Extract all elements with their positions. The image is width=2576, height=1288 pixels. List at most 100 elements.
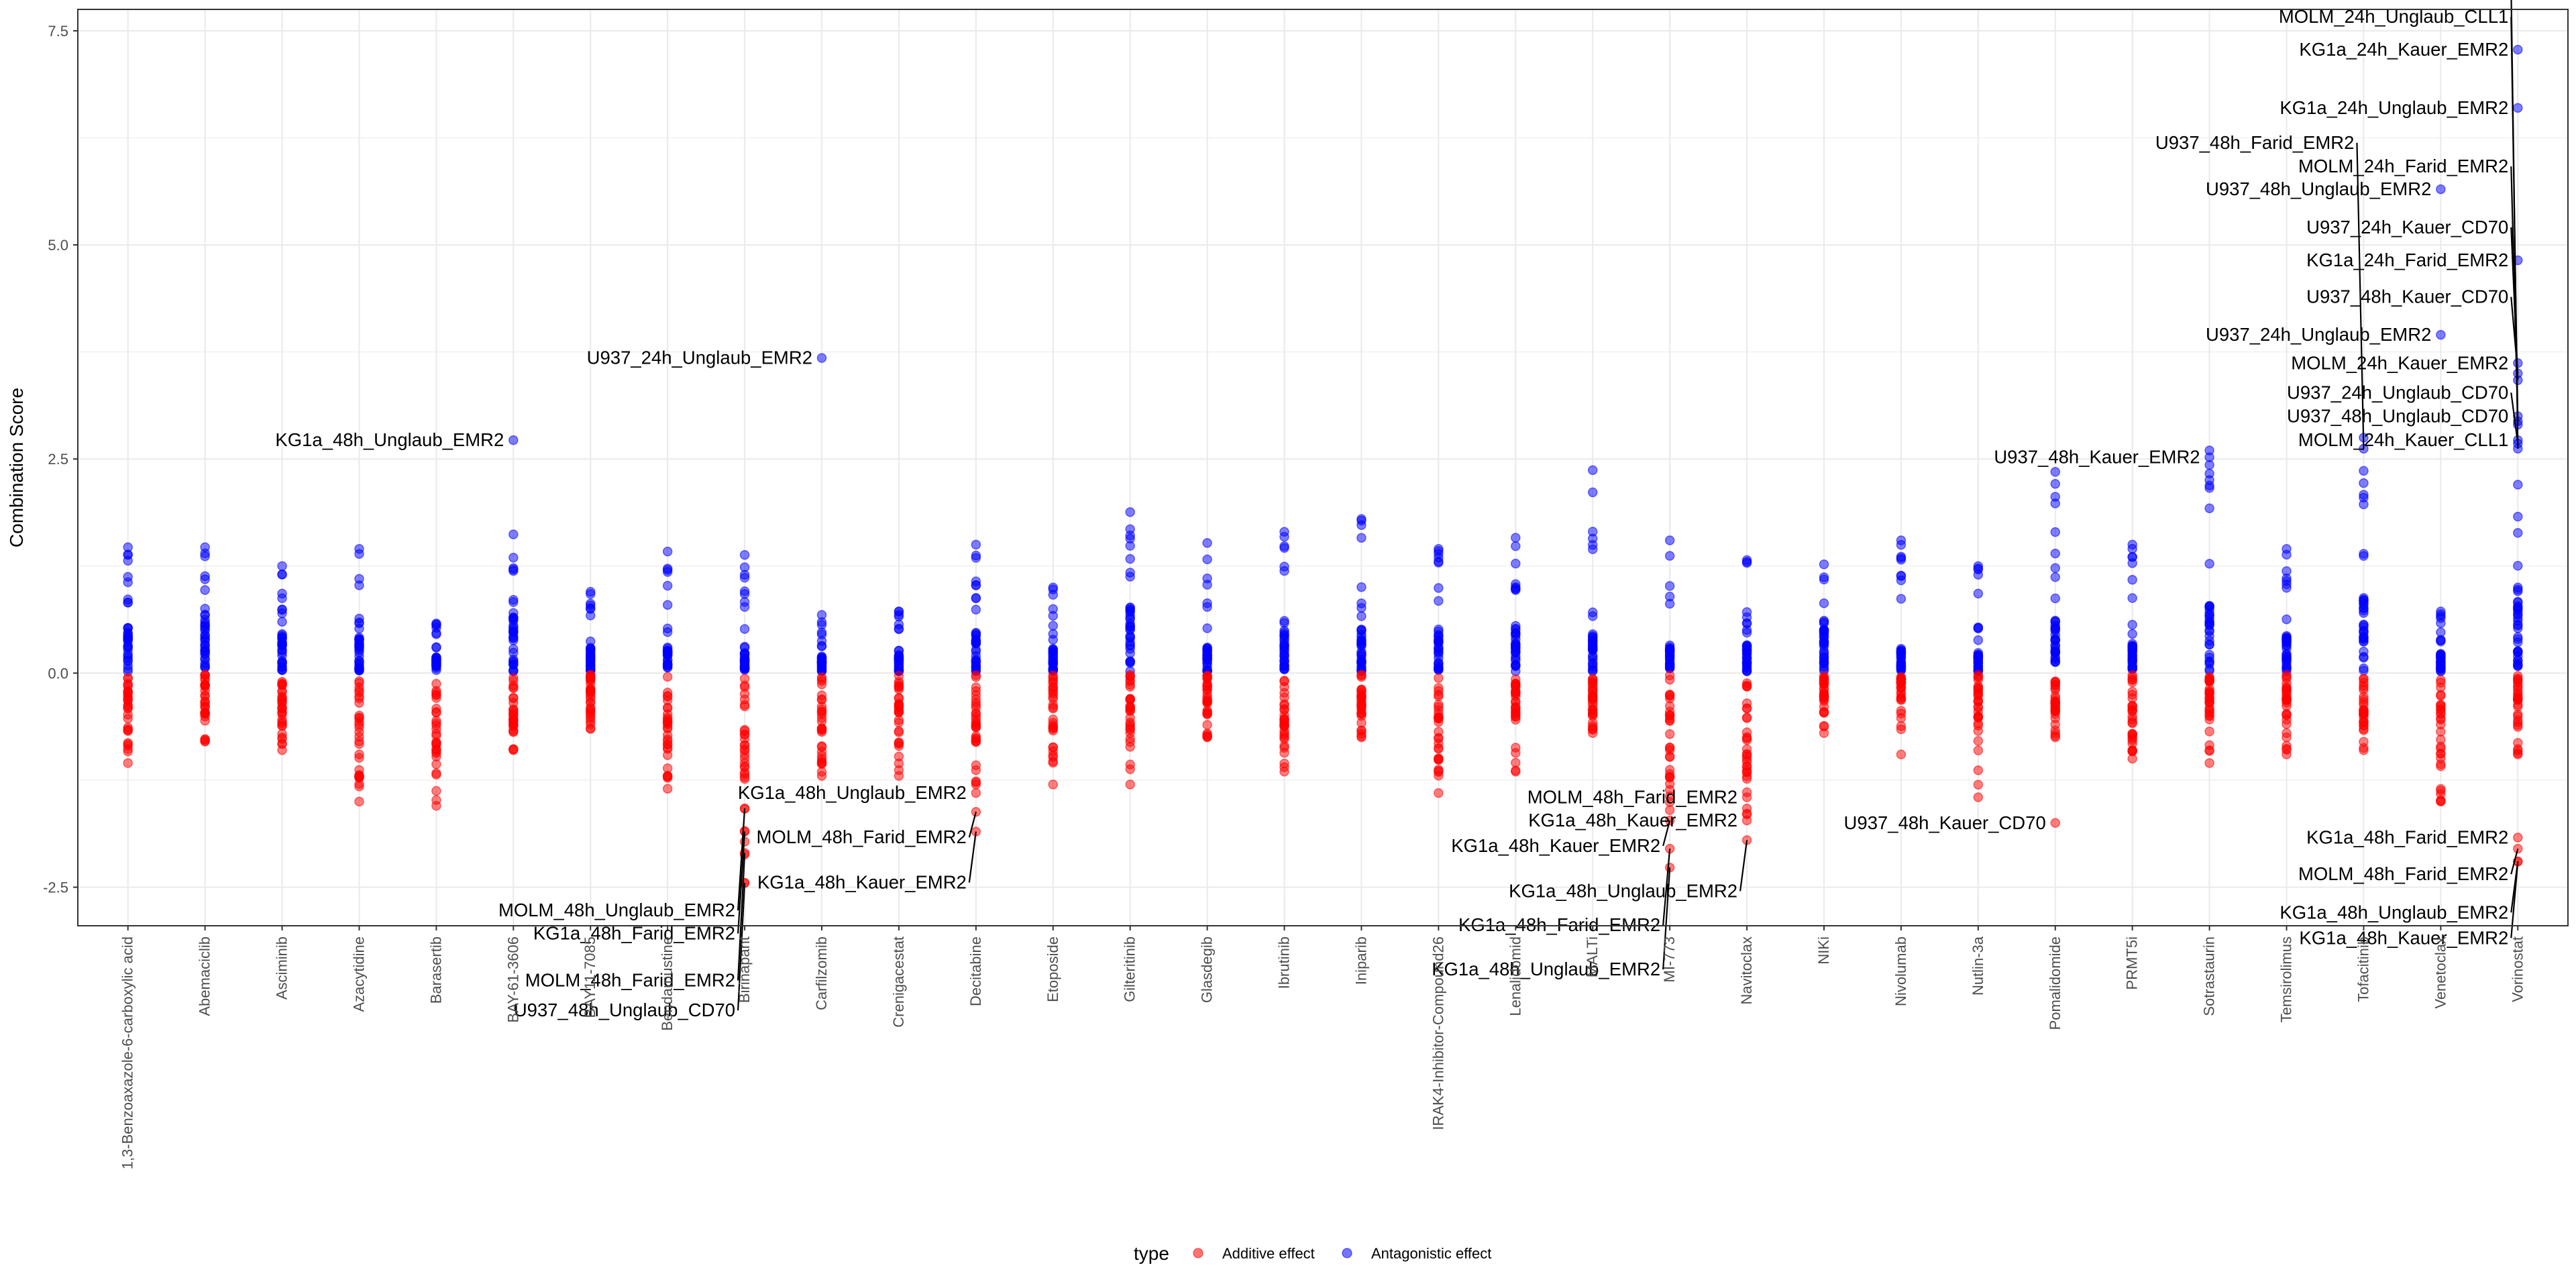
leader-line <box>737 808 746 911</box>
point-antagonistic <box>277 616 287 627</box>
point-antagonistic <box>2127 539 2137 550</box>
point-additive <box>1434 673 1444 683</box>
point-additive <box>277 696 287 707</box>
point-antagonistic <box>816 610 827 620</box>
point-antagonistic <box>2204 613 2214 624</box>
point-additive <box>739 680 750 691</box>
point-additive <box>2204 714 2214 724</box>
point-additive <box>1434 739 1444 749</box>
x-axis: 1,3-Benzoaxazole-6-carboxylic acid Abemac… <box>119 926 2526 1169</box>
point-antagonistic <box>123 660 133 671</box>
point-additive <box>1664 729 1675 739</box>
point-label: U937_48h_Farid_EMR2 <box>2155 132 2355 153</box>
point-antagonistic <box>200 636 210 646</box>
point-additive-labelled <box>1741 792 1752 802</box>
point-antagonistic <box>1896 594 1907 604</box>
point-antagonistic <box>123 577 133 588</box>
point-antagonistic <box>2050 647 2061 657</box>
point-additive <box>894 684 904 694</box>
point-antagonistic <box>2127 575 2137 585</box>
point-label: U937_48h_Kauer_EMR2 <box>1994 447 2200 468</box>
point-antagonistic <box>1125 531 1135 541</box>
point-antagonistic <box>200 624 210 634</box>
point-antagonistic <box>2359 478 2369 488</box>
label-leader-lines <box>737 0 2519 1011</box>
point-additive <box>200 716 210 726</box>
point-antagonistic <box>1125 507 1135 517</box>
x-tick-label: Lenalidomid <box>1507 936 1523 1016</box>
point-antagonistic <box>2359 647 2369 657</box>
x-tick-label: Abemaciclib <box>197 936 213 1016</box>
point-antagonistic <box>739 589 750 599</box>
point-antagonistic <box>1741 619 1752 629</box>
point-label: MOLM_24h_Farid_EMR2 <box>2298 156 2508 176</box>
point-additive <box>431 786 441 796</box>
point-label: KG1a_48h_Farid_EMR2 <box>1458 914 1660 935</box>
point-additive <box>1202 720 1212 730</box>
point-additive <box>508 710 519 720</box>
point-antagonistic <box>2359 665 2369 676</box>
point-additive <box>1048 780 1059 790</box>
point-antagonistic <box>277 608 287 619</box>
point-antagonistic <box>123 642 133 653</box>
point-additive <box>1202 692 1212 702</box>
point-antagonistic <box>1896 663 1907 674</box>
point-additive <box>354 779 364 789</box>
point-additive <box>662 672 673 682</box>
point-additive <box>2359 678 2369 688</box>
point-additive <box>1048 674 1059 684</box>
leader-line <box>2510 392 2519 444</box>
point-additive <box>971 672 981 682</box>
point-label: KG1a_48h_Kauer_EMR2 <box>1451 835 1660 856</box>
point-antagonistic <box>1973 588 1984 599</box>
point-additive <box>739 729 750 740</box>
point-additive <box>971 780 981 790</box>
point-antagonistic <box>894 655 904 665</box>
point-additive <box>1819 675 1829 686</box>
point-additive <box>1664 791 1675 802</box>
point-antagonistic <box>2204 639 2214 649</box>
leader-line <box>1662 867 1671 970</box>
point-additive <box>1434 767 1444 777</box>
point-antagonistic <box>662 546 673 557</box>
leader-line <box>1662 849 1671 926</box>
point-additive <box>2127 700 2137 711</box>
point-antagonistic-labelled <box>2513 44 2523 55</box>
point-antagonistic <box>431 643 441 653</box>
point-antagonistic-labelled <box>2436 329 2446 340</box>
point-additive <box>1434 755 1444 765</box>
point-additive <box>1434 727 1444 737</box>
point-antagonistic <box>2359 594 2369 605</box>
point-additive <box>1125 741 1135 752</box>
point-additive <box>123 725 133 735</box>
point-antagonistic <box>1664 535 1675 545</box>
point-additive <box>2436 796 2446 807</box>
point-antagonistic <box>1125 572 1135 582</box>
x-tick-label: Asciminib <box>274 936 290 1000</box>
point-antagonistic <box>2359 633 2369 644</box>
leader-line <box>1662 820 1671 847</box>
point-additive <box>2513 749 2523 759</box>
point-antagonistic <box>662 627 673 637</box>
point-additive <box>1741 732 1752 743</box>
point-additive <box>431 729 441 739</box>
point-antagonistic <box>1973 622 1984 633</box>
point-label: KG1a_48h_Farid_EMR2 <box>2306 827 2508 848</box>
point-label: U937_24h_Kauer_CD70 <box>2306 217 2508 237</box>
point-additive <box>2282 749 2292 759</box>
point-additive <box>1741 761 1752 771</box>
legend: type Additive effect Antagonistic effect <box>1134 1243 1491 1264</box>
point-antagonistic <box>123 555 133 566</box>
point-additive <box>971 690 981 700</box>
point-antagonistic <box>354 574 364 584</box>
point-additive <box>1356 692 1366 703</box>
point-antagonistic <box>277 569 287 580</box>
point-additive <box>508 693 519 704</box>
point-antagonistic <box>1587 631 1598 641</box>
point-antagonistic <box>2282 573 2292 584</box>
point-antagonistic <box>2436 663 2446 674</box>
point-additive <box>1434 788 1444 798</box>
point-additive <box>1511 766 1521 777</box>
point-antagonistic <box>2204 604 2214 614</box>
point-antagonistic <box>816 651 827 661</box>
